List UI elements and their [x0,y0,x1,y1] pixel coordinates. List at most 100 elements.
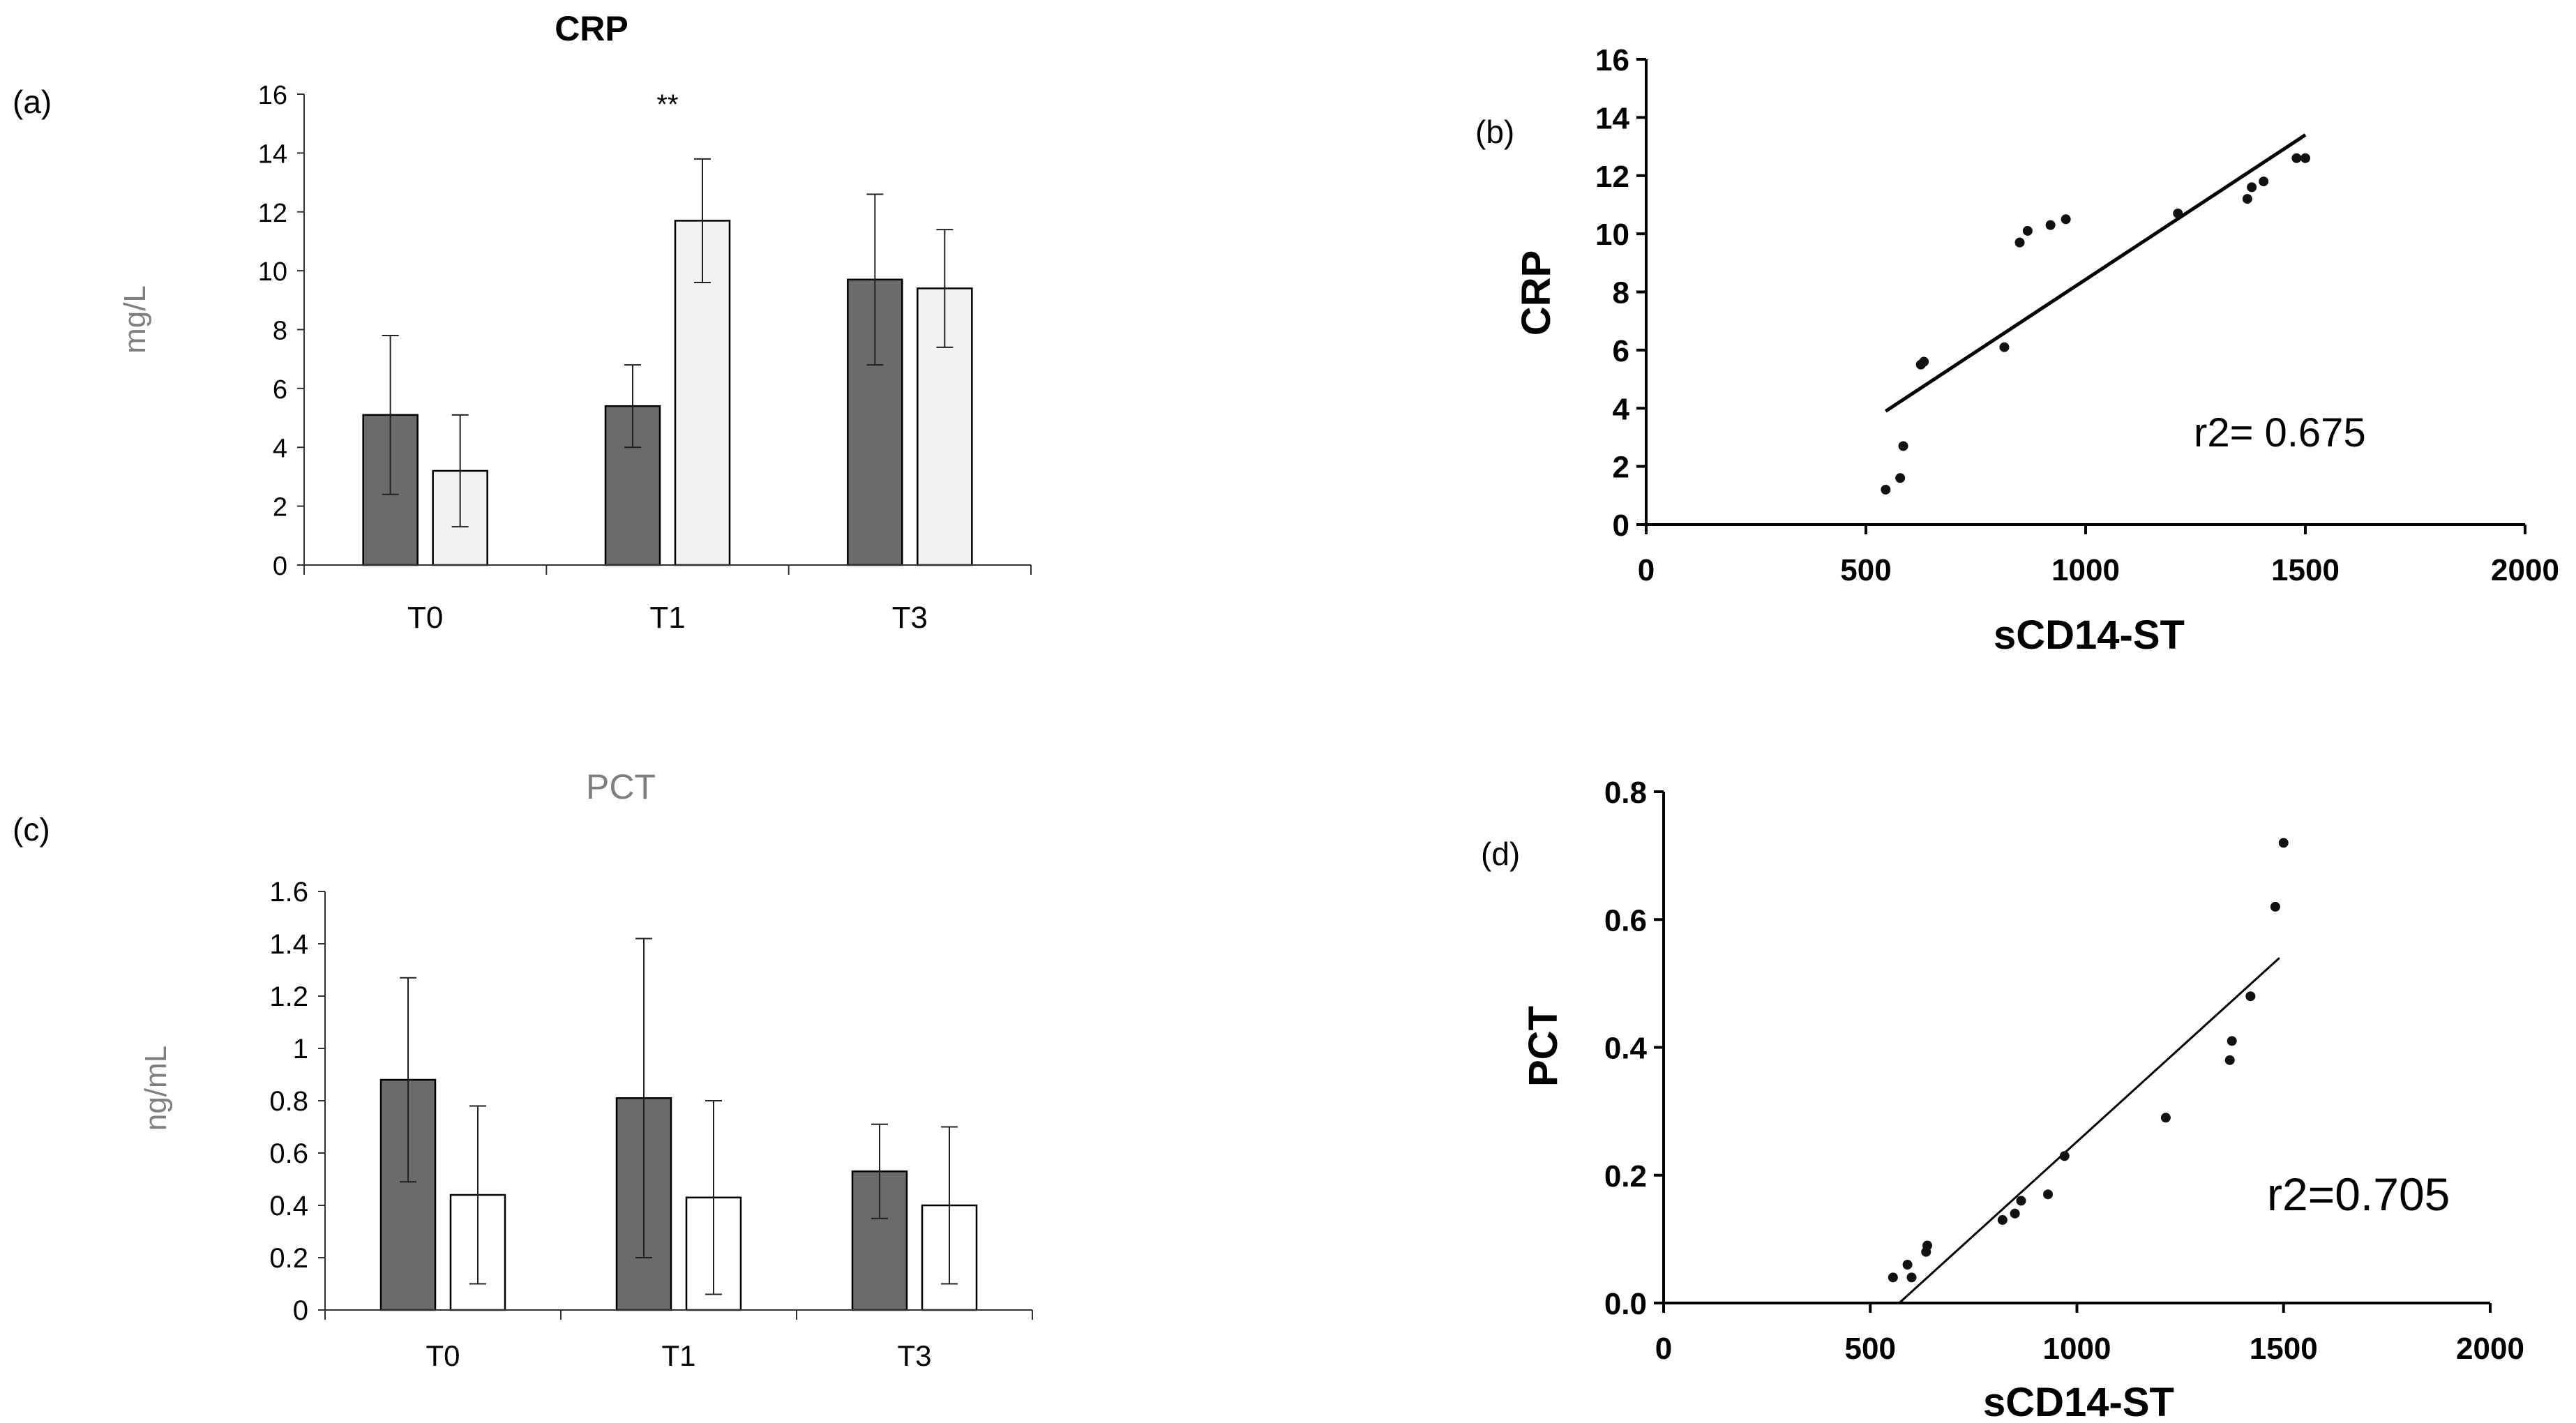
y-tick-labels-a: 0 2 4 6 8 10 12 14 16 [258,81,287,581]
scatter-point [1902,1260,1913,1270]
y-tick-label: 0.6 [1604,903,1647,938]
x-tick-label: 2000 [2491,553,2559,587]
scatter-points-d [1888,838,2289,1283]
scatter-point [2061,214,2071,225]
scatter-point [2059,1151,2070,1161]
y-axis-label-c: ng/mL [139,1046,173,1131]
scatter-point [1906,1272,1917,1283]
y-tick-label: 1.4 [269,929,308,960]
y-tick-label: 1 [293,1034,308,1064]
axes-c [318,891,1033,1320]
y-tick-label: 0 [293,1295,308,1326]
panel-label-c: (c) [13,811,50,848]
scatter-point [2278,838,2289,848]
y-tick-labels-b: 0 2 4 6 8 10 12 14 16 [1595,43,1629,543]
x-tick-label: 2000 [2456,1332,2524,1366]
scatter-point [2010,1208,2020,1219]
y-tick-label: 0.4 [269,1191,308,1221]
y-tick-label: 0 [1613,509,1629,543]
error-bars-a [382,158,954,528]
y-tick-label: 14 [258,140,287,169]
r2-annotation-b: r2= 0.675 [2194,410,2366,455]
x-tick-label: 1000 [2051,553,2120,587]
x-axis-label-d: sCD14-ST [1983,1380,2174,1423]
x-category-label: T3 [897,1339,931,1372]
bar-T3-series-2 [917,287,973,566]
y-tick-label: 0.4 [1604,1032,1648,1066]
y-tick-label: 1.6 [269,877,308,908]
scatter-points-b [1881,153,2310,495]
y-tick-label: 4 [1613,392,1630,426]
x-tick-label: 500 [1840,553,1891,587]
axes-a [297,93,1032,575]
panel-b-crp-scatter: (b) CRP sCD14-ST 0 2 4 6 8 10 12 14 16 0 500 1000 1… [1475,43,2559,658]
scatter-point [2270,901,2280,912]
scatter-point [2014,237,2025,248]
trendline [1884,133,2307,413]
y-tick-label: 4 [273,434,287,463]
y-tick-label: 1.2 [269,981,308,1012]
y-tick-label: 0.2 [269,1243,308,1274]
y-tick-label: 12 [1595,160,1629,194]
scatter-point [1888,1272,1898,1283]
y-tick-label: 2 [1613,451,1629,485]
y-tick-labels-c: 0 0.2 0.4 0.6 0.8 1 1.2 1.4 1.6 [269,877,308,1326]
y-axis-label-a: mg/L [118,285,152,354]
x-category-label: T3 [892,601,928,635]
annotations-a: ** [656,89,678,120]
trendline [1898,957,2280,1304]
y-tick-label: 10 [1595,218,1629,252]
y-axis-label-b: CRP [1514,250,1559,336]
chart-title-a: CRP [555,9,628,48]
scatter-point [1922,1240,1933,1251]
scatter-point [1997,1214,2008,1225]
y-axis-label-d: PCT [1521,1006,1566,1087]
scatter-point [2045,220,2056,230]
scatter-point [2291,153,2302,163]
x-tick-label: 0 [1655,1332,1672,1366]
x-category-label: T0 [425,1339,460,1372]
panel-a-crp-bar-chart: (a) CRP mg/L 0 2 4 6 8 10 12 14 16 ** T0 T1 T3 [13,9,1032,635]
scatter-point [1919,356,1929,367]
scatter-point [2160,1113,2171,1123]
x-tick-labels-c: T0 T1 T3 [425,1339,931,1372]
x-tick-label: 1500 [2271,553,2340,587]
scatter-point [2016,1196,2026,1206]
scatter-point [1895,473,1906,483]
scatter-point [2173,208,2183,218]
scatter-point [2043,1189,2054,1200]
y-tick-label: 16 [258,81,287,110]
panel-label-b: (b) [1475,114,1514,150]
y-tick-label: 0.8 [269,1086,308,1117]
y-tick-label: 10 [258,257,287,287]
y-tick-label: 12 [258,199,287,228]
panel-d-pct-scatter: (d) PCT sCD14-ST 0.0 0.2 0.4 0.6 0.8 0 500 100… [1481,776,2524,1423]
chart-title-c: PCT [586,767,656,806]
y-tick-label: 0 [273,552,287,581]
x-category-label: T1 [661,1339,695,1372]
scatter-point [2242,194,2252,204]
y-tick-label: 16 [1595,43,1629,77]
scatter-point [1881,484,1891,495]
x-tick-labels-d: 0 500 1000 1500 2000 [1655,1332,2524,1366]
y-tick-label: 2 [273,493,287,522]
x-category-label: T1 [649,601,685,635]
scatter-point [2224,1055,2235,1065]
y-tick-labels-d: 0.0 0.2 0.4 0.6 0.8 [1604,776,1648,1321]
panel-label-d: (d) [1481,836,1520,872]
x-axis-label-b: sCD14-ST [1994,612,2185,658]
scatter-point [2247,182,2257,193]
y-tick-label: 0.0 [1604,1287,1647,1321]
y-tick-label: 0.8 [1604,776,1647,810]
y-tick-label: 6 [1613,334,1629,368]
scatter-point [2259,176,2269,187]
y-tick-label: 8 [1613,276,1629,310]
scatter-point [2245,991,2256,1002]
scatter-point [2022,225,2033,236]
trendline-b [1884,133,2307,413]
x-tick-labels-a: T0 T1 T3 [407,601,928,635]
scatter-point [1898,441,1908,451]
r2-annotation-d: r2=0.705 [2267,1168,2450,1220]
axes-b [1636,58,2526,534]
x-tick-label: 500 [1845,1332,1896,1366]
